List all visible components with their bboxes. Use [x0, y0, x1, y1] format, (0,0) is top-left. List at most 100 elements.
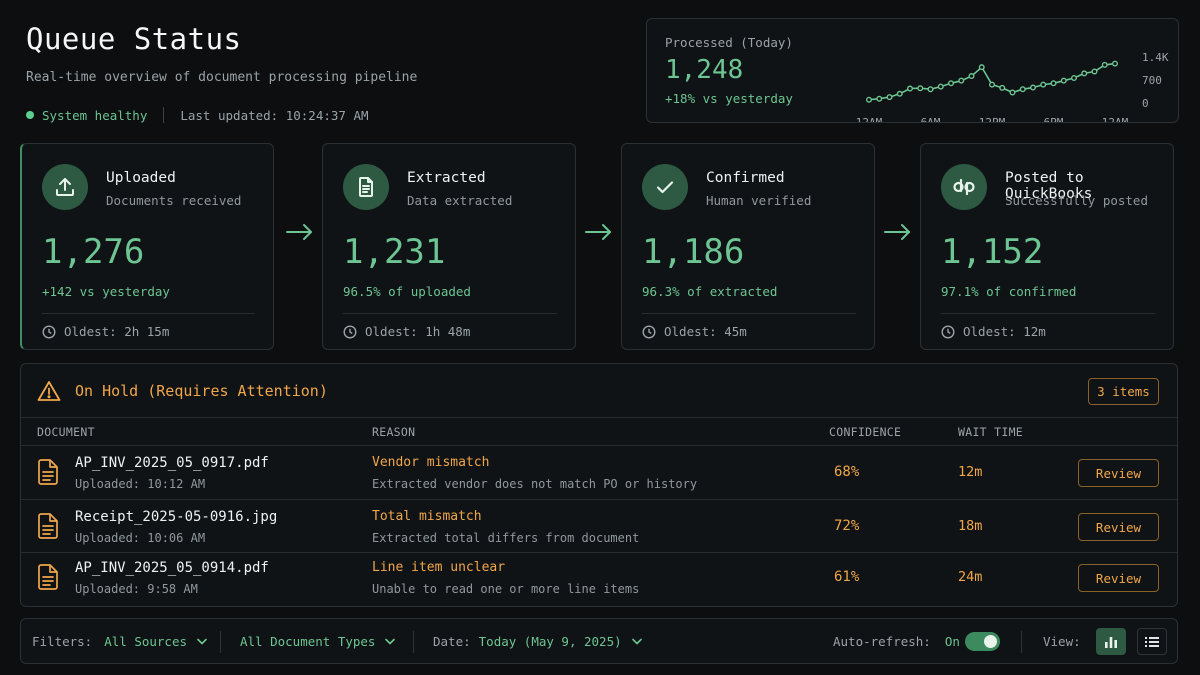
stage-name: Posted to QuickBooks: [1005, 170, 1093, 202]
sparkline-point: [958, 77, 965, 84]
file-icon: [38, 513, 58, 539]
stage-name: Uploaded: [106, 170, 176, 186]
column-header-confidence: CONFIDENCE: [829, 425, 902, 439]
chart-view-button[interactable]: [1096, 628, 1126, 655]
chevron-down-icon: [385, 638, 396, 645]
uploaded-time: Uploaded: 9:58 AM: [75, 582, 198, 596]
stage-count: 1,152: [941, 232, 1044, 272]
stage-card-uploaded[interactable]: Uploaded Documents received 1,276 +142 v…: [20, 143, 274, 350]
clock-icon: [642, 324, 656, 339]
table-row[interactable]: AP_INV_2025_05_0914.pdf Uploaded: 9:58 A…: [21, 553, 1177, 605]
document-icon: [343, 164, 389, 210]
on-hold-header: On Hold (Requires Attention): [37, 380, 328, 402]
column-header-wait-time: WAIT TIME: [958, 425, 1024, 439]
sparkline-point: [1009, 89, 1016, 96]
stage-card-confirmed[interactable]: Confirmed Human verified 1,186 96.3% of …: [621, 143, 875, 350]
auto-refresh-toggle[interactable]: [965, 632, 1000, 651]
sparkline-point: [1060, 77, 1067, 84]
divider: [21, 417, 1177, 418]
hold-reason-detail: Unable to read one or more line items: [372, 582, 640, 596]
document-name: AP_INV_2025_05_0917.pdf: [75, 455, 269, 471]
source-filter[interactable]: Filters: All Sources: [32, 634, 207, 649]
document-name: Receipt_2025-05-0916.jpg: [75, 509, 278, 525]
file-icon: [38, 459, 58, 485]
sparkline-point: [978, 64, 985, 71]
auto-refresh-label-group: Auto-refresh: On: [833, 634, 960, 649]
stage-description: Successfully posted: [1005, 193, 1148, 208]
sparkline-point: [1101, 61, 1108, 68]
stage-card-extracted[interactable]: Extracted Data extracted 1,231 96.5% of …: [322, 143, 576, 350]
sparkline-point: [1050, 80, 1057, 87]
toggle-knob: [984, 635, 997, 648]
quickbooks-logo-icon: [941, 164, 987, 210]
divider: [42, 313, 255, 314]
confidence-value: 68%: [834, 464, 860, 480]
status-row: System healthy Last updated: 10:24:37 AM: [26, 107, 417, 123]
auto-refresh-state: On: [944, 634, 960, 649]
wait-time: 24m: [958, 569, 983, 585]
stage-count: 1,186: [642, 232, 745, 272]
wait-time: 18m: [958, 518, 983, 534]
stage-count: 1,231: [343, 232, 446, 272]
status-dot-icon: [26, 111, 34, 119]
table-row[interactable]: Receipt_2025-05-0916.jpg Uploaded: 10:06…: [21, 502, 1177, 554]
page-subtitle: Real-time overview of document processin…: [26, 70, 418, 85]
stage-description: Human verified: [706, 193, 812, 208]
file-icon: [38, 564, 58, 590]
sparkline-point: [947, 80, 954, 87]
source-filter-value: All Sources: [104, 634, 188, 649]
stage-note: 96.3% of extracted: [642, 284, 778, 299]
divider: [343, 313, 557, 314]
divider: [21, 552, 1177, 553]
sparkline-point: [937, 83, 944, 90]
sparkline-point: [927, 86, 934, 93]
divider: [21, 499, 1177, 500]
filter-bar: Filters: All Sources All Document Types …: [20, 618, 1178, 664]
sparkline-point: [1029, 84, 1036, 91]
review-button[interactable]: Review: [1078, 513, 1159, 541]
document-type-filter[interactable]: All Document Types: [240, 634, 396, 649]
on-hold-title: On Hold (Requires Attention): [75, 382, 328, 400]
divider: [642, 313, 856, 314]
review-button[interactable]: Review: [1078, 459, 1159, 487]
stage-oldest-text: Oldest: 2h 15m: [64, 324, 170, 339]
upload-icon: [42, 164, 88, 210]
date-value: Today (May 9, 2025): [478, 634, 622, 649]
stage-card-posted[interactable]: Posted to QuickBooks Successfully posted…: [920, 143, 1174, 350]
y-tick-label: 1.4K: [1142, 51, 1169, 64]
review-button[interactable]: Review: [1078, 564, 1159, 592]
list-view-button[interactable]: [1137, 628, 1167, 655]
stage-note: 97.1% of confirmed: [941, 284, 1077, 299]
sparkline-point: [999, 84, 1006, 91]
stage-name: Extracted: [407, 170, 486, 186]
arrow-right-icon: [286, 224, 312, 240]
stage-count: 1,276: [42, 232, 145, 272]
divider: [163, 107, 165, 123]
sparkline-point: [1081, 70, 1088, 77]
y-tick-label: 700: [1142, 74, 1162, 87]
stage-oldest: Oldest: 45m: [642, 324, 747, 339]
last-updated: Last updated: 10:24:37 AM: [180, 107, 369, 123]
arrow-right-icon: [884, 224, 910, 240]
uploaded-time: Uploaded: 10:12 AM: [75, 477, 206, 491]
column-header-document: DOCUMENT: [37, 425, 95, 439]
document-type-value: All Document Types: [240, 634, 376, 649]
check-icon: [642, 164, 688, 210]
divider: [1021, 631, 1022, 653]
y-tick-label: 0: [1142, 97, 1149, 110]
x-tick-label: 12PM: [979, 116, 1006, 122]
date-filter[interactable]: Date: Today (May 9, 2025): [433, 634, 642, 649]
clock-icon: [42, 324, 56, 339]
view-label: View:: [1043, 634, 1081, 649]
stage-oldest-text: Oldest: 45m: [664, 324, 747, 339]
arrow-right-icon: [585, 224, 611, 240]
stage-description: Documents received: [106, 193, 242, 208]
document-name: AP_INV_2025_05_0914.pdf: [75, 560, 269, 576]
clock-icon: [343, 324, 357, 339]
stage-oldest: Oldest: 12m: [941, 324, 1046, 339]
divider: [413, 631, 414, 653]
table-row[interactable]: AP_INV_2025_05_0917.pdf Uploaded: 10:12 …: [21, 448, 1177, 500]
